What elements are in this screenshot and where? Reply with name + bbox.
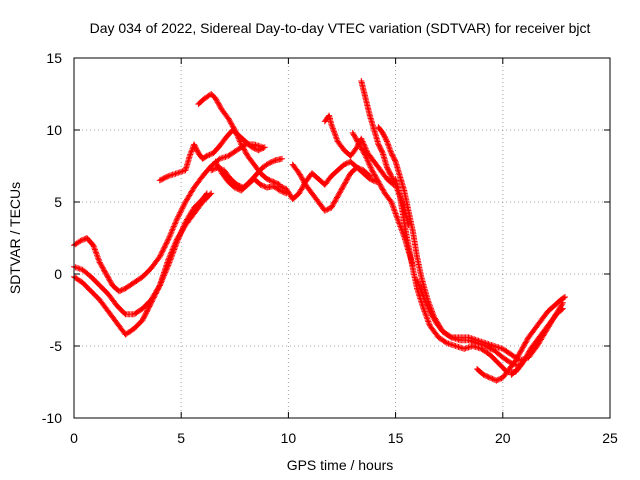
y-tick-label: 5 xyxy=(54,194,62,210)
series-track-7 xyxy=(212,158,290,197)
y-tick-label: -10 xyxy=(42,410,62,426)
x-tick-label: 20 xyxy=(495,430,511,446)
marker-track xyxy=(392,176,526,375)
data-points xyxy=(71,78,568,384)
x-tick-label: 25 xyxy=(602,430,618,446)
chart-title: Day 034 of 2022, Sidereal Day-to-day VTE… xyxy=(90,20,591,36)
series-track-14 xyxy=(392,176,526,375)
marker-track xyxy=(289,161,373,214)
marker-track xyxy=(212,158,290,197)
series-track-17 xyxy=(508,305,566,378)
grid xyxy=(74,58,610,418)
x-tick-label: 15 xyxy=(388,430,404,446)
y-axis-label: SDTVAR / TECUs xyxy=(7,182,23,294)
plot-frame xyxy=(73,57,611,419)
series-track-9 xyxy=(289,161,373,214)
series-track-16 xyxy=(474,294,568,384)
marker-track xyxy=(474,294,568,384)
axis-ticks: 0 5 10 15 20 25 -10 -5 0 5 10 15 xyxy=(42,50,618,446)
y-tick-label: -5 xyxy=(50,338,63,354)
marker-track xyxy=(508,305,566,378)
x-axis-label: GPS time / hours xyxy=(287,457,394,473)
y-tick-label: 0 xyxy=(54,266,62,282)
x-tick-label: 5 xyxy=(177,430,185,446)
series-track-10 xyxy=(321,112,397,188)
marker-track xyxy=(321,112,397,188)
y-tick-label: 10 xyxy=(46,122,62,138)
y-tick-label: 15 xyxy=(46,50,62,66)
x-tick-label: 0 xyxy=(70,430,78,446)
x-tick-label: 10 xyxy=(281,430,297,446)
